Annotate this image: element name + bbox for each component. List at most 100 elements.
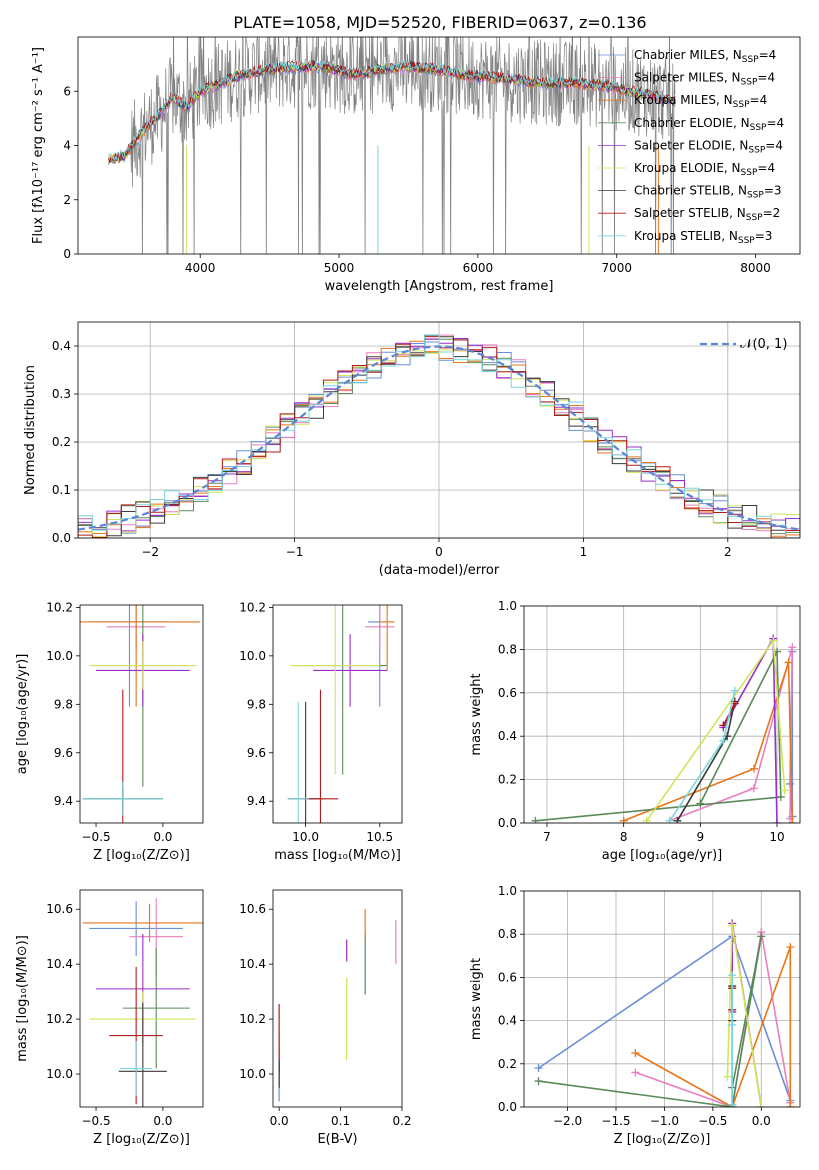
y-axis-label: mass weight <box>469 673 484 755</box>
axes-frame <box>272 889 403 1108</box>
x-tick-label: 0.0 <box>153 1114 172 1128</box>
weight-marker <box>750 784 758 793</box>
normal-curve <box>78 345 800 531</box>
y-tick-label: 0.2 <box>498 1057 517 1071</box>
y-tick-label: 6 <box>63 84 71 98</box>
y-tick-label: 0 <box>63 247 71 261</box>
y-tick-label: 9.6 <box>54 746 73 760</box>
y-tick-label: 0.4 <box>52 339 71 353</box>
x-axis-label: Z [log₁₀(Z/Z⊙)] <box>93 848 190 863</box>
legend-label: Kroupa STELIB, NSSP=3 <box>634 229 772 246</box>
x-tick-label: −0.5 <box>81 830 110 844</box>
legend: Chabrier MILES, NSSP=4 Salpeter MILES, NS… <box>598 48 784 246</box>
legend-label: Salpeter ELODIE, NSSP=4 <box>634 138 783 155</box>
model-spectrum <box>108 59 676 162</box>
weight-marker <box>730 686 739 695</box>
axes-frame <box>272 604 403 824</box>
weight-marker <box>757 932 766 941</box>
y-tick-label: 0.4 <box>498 1014 517 1028</box>
residual-histogram <box>78 334 800 538</box>
x-tick-label: 10 <box>769 830 784 844</box>
weight-marker <box>788 643 797 652</box>
gridlines <box>524 890 800 1108</box>
x-tick-label: −0.5 <box>698 1114 727 1128</box>
y-tick-label: 10.6 <box>239 902 266 916</box>
weight-marker <box>631 1068 640 1077</box>
weight-marker <box>619 816 628 823</box>
axes-age_vs_Z: −0.5 0.0 9.4 9.6 9.8 10.0 10.2 Z [log₁₀(Z/Z⊙)] a… <box>15 600 204 863</box>
y-tick-label: 0.3 <box>52 387 71 401</box>
axes-frame <box>79 604 204 824</box>
axes-mass_vs_Z: −0.5 0.0 10.0 10.2 10.4 10.6 Z [log₁₀(Z/Z⊙)] ma… <box>15 889 204 1147</box>
axes-frame <box>523 890 801 1108</box>
weight-marker <box>773 819 781 823</box>
plot-area <box>534 919 795 1107</box>
x-tick-label: 7 <box>543 830 551 844</box>
y-tick-label: 9.8 <box>247 697 266 711</box>
y-tick-label: 0.0 <box>52 531 71 545</box>
axes-frame <box>77 321 801 539</box>
y-tick-label: 2 <box>63 193 71 207</box>
y-tick-label: 0.4 <box>498 729 517 743</box>
y-tick-label: 0.8 <box>498 642 517 656</box>
weight-line <box>635 946 792 1107</box>
x-tick-label: 0.1 <box>331 1114 350 1128</box>
weight-marker <box>696 799 705 808</box>
axes-weight_vs_age: 7 8 9 10 0.0 0.2 0.4 0.6 0.8 1.0 age [log₁₀(age/yr… <box>469 599 801 863</box>
legend-label: Salpeter MILES, NSSP=4 <box>634 71 775 88</box>
x-tick-label: −0.5 <box>81 1114 110 1128</box>
y-tick-label: 0.6 <box>498 970 517 984</box>
y-tick-label: 9.6 <box>247 746 266 760</box>
x-axis-label: Z [log₁₀(Z/Z⊙)] <box>614 1132 711 1147</box>
weight-marker <box>728 921 737 930</box>
observed-spectrum <box>108 37 676 254</box>
legend-label: Salpeter STELIB, NSSP=2 <box>634 206 780 223</box>
axes-residuals: −2 −1 0 1 2 0.0 0.1 0.2 0.3 0.4 (data-model)/error… <box>23 321 801 578</box>
y-axis-label: age [log₁₀(age/yr)] <box>15 654 30 775</box>
weight-marker <box>534 1064 543 1073</box>
y-tick-label: 0.6 <box>498 686 517 700</box>
y-axis-label: Flux [fλ10⁻¹⁷ erg cm⁻² s⁻¹ A⁻¹] <box>31 47 46 244</box>
legend-label: Kroupa ELODIE, NSSP=4 <box>634 161 775 178</box>
x-tick-label: 2 <box>724 545 732 559</box>
x-tick-label: −2.0 <box>553 1114 582 1128</box>
weight-marker <box>776 792 785 801</box>
figure-title: PLATE=1058, MJD=52520, FIBERID=0637, z=0… <box>233 13 646 32</box>
plot-area <box>78 334 800 538</box>
y-tick-label: 0.2 <box>52 435 71 449</box>
y-tick-label: 10.2 <box>239 1012 266 1026</box>
axes-frame <box>77 36 801 255</box>
y-tick-label: 1.0 <box>498 599 517 613</box>
weight-marker <box>786 1103 795 1107</box>
x-tick-label: −1.5 <box>601 1114 630 1128</box>
y-tick-label: 10.4 <box>239 957 266 971</box>
plot-area <box>278 909 397 1102</box>
legend-label: Kroupa MILES, NSSP=4 <box>634 93 767 110</box>
x-axis-label: Z [log₁₀(Z/Z⊙)] <box>93 1132 190 1147</box>
weight-marker <box>757 1103 766 1107</box>
gridlines <box>524 605 800 824</box>
x-axis-label: (data-model)/error <box>379 563 500 578</box>
x-tick-label: 0.2 <box>392 1114 411 1128</box>
weight-marker <box>719 736 728 745</box>
x-tick-label: 10.0 <box>292 830 319 844</box>
x-tick-label: 1 <box>580 545 588 559</box>
x-tick-label: 9 <box>697 830 705 844</box>
y-tick-label: 9.4 <box>247 794 266 808</box>
y-tick-label: 10.0 <box>239 1067 266 1081</box>
y-tick-label: 10.6 <box>46 902 73 916</box>
weight-marker <box>673 816 682 823</box>
y-tick-label: 1.0 <box>498 884 517 898</box>
weight-marker <box>784 658 793 667</box>
plot-area <box>108 37 676 254</box>
x-tick-label: −1.0 <box>650 1114 679 1128</box>
x-tick-label: −1 <box>286 545 304 559</box>
x-tick-label: 5000 <box>324 261 355 275</box>
weight-marker <box>534 1077 543 1086</box>
x-axis-label: wavelength [Angstrom, rest frame] <box>325 279 554 294</box>
weight-line <box>538 936 763 1107</box>
y-tick-label: 10.0 <box>46 649 73 663</box>
axes-weight_vs_Z: −2.0 −1.5 −1.0 −0.5 0.0 0.0 0.2 0.4 0.6 0.8 1.0 Z [… <box>469 884 801 1147</box>
weight-marker <box>769 636 778 645</box>
x-tick-label: 8 <box>620 830 628 844</box>
